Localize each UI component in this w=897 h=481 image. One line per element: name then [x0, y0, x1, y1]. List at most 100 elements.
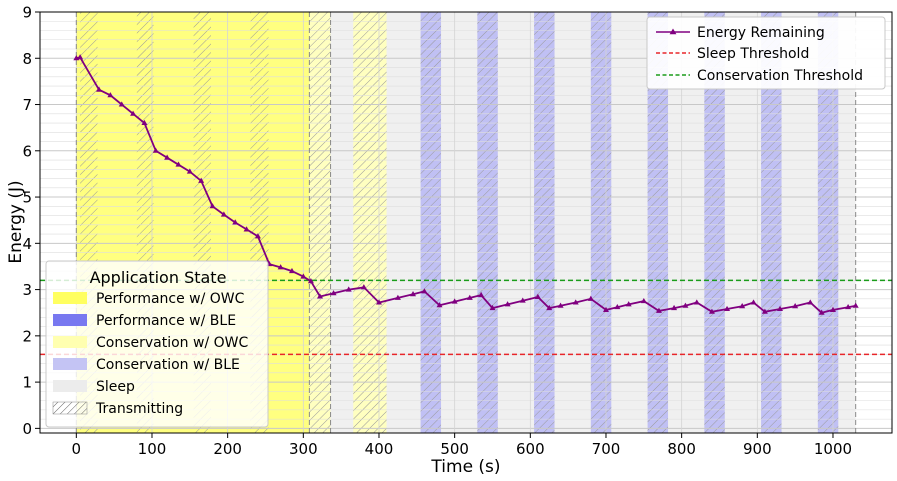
series-point-48 — [682, 302, 689, 308]
y-axis-title: Energy (J) — [6, 180, 26, 263]
state-legend: Application State Performance w/ OWC Per… — [45, 260, 269, 428]
series-point-13 — [220, 211, 227, 217]
series-point-8 — [164, 154, 171, 160]
series-point-3 — [107, 92, 114, 98]
series-point-24 — [345, 286, 352, 292]
legend-label-conservation-owc: Conservation w/ OWC — [96, 335, 248, 351]
series-point-15 — [243, 226, 250, 232]
series-point-6 — [141, 119, 148, 126]
series-point-41 — [587, 295, 594, 301]
transmitting-region-12 — [761, 12, 782, 433]
series-point-31 — [451, 298, 458, 304]
series-point-34 — [489, 304, 496, 311]
x-tick-label-500: 500 — [440, 440, 469, 458]
series-point-22 — [316, 293, 323, 299]
series-point-47 — [671, 304, 678, 311]
transmitting-region-11 — [704, 12, 725, 433]
y-tick-label-1: 1 — [22, 374, 32, 392]
series-point-37 — [534, 293, 541, 299]
series-point-29 — [421, 288, 428, 294]
legend-label-energy: Energy Remaining — [697, 25, 825, 41]
transmitting-region-9 — [590, 12, 612, 433]
series-point-44 — [625, 301, 632, 307]
legend-swatch-sleep — [53, 380, 87, 392]
x-tick-label-100: 100 — [138, 440, 167, 458]
series-point-32 — [466, 294, 473, 300]
x-axis-title: Time (s) — [430, 457, 500, 477]
legend-swatch-conservation-ble — [53, 358, 87, 370]
state-legend-title: Application State — [90, 268, 227, 287]
legend-label-conservation-threshold: Conservation Threshold — [697, 68, 863, 84]
transmitting-region-6 — [420, 12, 442, 433]
y-tick-label-5: 5 — [22, 189, 32, 207]
plot-frame — [39, 11, 893, 434]
series-point-23 — [330, 290, 337, 296]
series-point-49 — [693, 299, 700, 305]
legend-marker-energy — [669, 28, 677, 35]
state-legend-box — [45, 260, 269, 428]
series-point-10 — [186, 168, 193, 174]
x-tick-label-600: 600 — [516, 440, 545, 458]
legend-label-transmitting: Transmitting — [95, 401, 183, 417]
series-point-43 — [614, 303, 621, 310]
legend-swatch-conservation-owc — [53, 336, 87, 348]
series-point-2 — [96, 86, 103, 92]
series-point-33 — [478, 291, 485, 298]
series-point-58 — [818, 309, 825, 315]
series-point-27 — [394, 294, 401, 300]
y-axis-ticks: 0 1 2 3 4 5 6 7 8 9 — [22, 4, 40, 438]
series-point-39 — [557, 302, 564, 308]
series-point-36 — [519, 297, 526, 303]
transmitting-region-7 — [477, 12, 498, 433]
y-tick-label-3: 3 — [22, 281, 32, 299]
legend-entry-conservation-ble: Conservation w/ BLE — [53, 357, 240, 373]
legend-entry-performance-owc: Performance w/ OWC — [53, 291, 245, 307]
y-tick-label-8: 8 — [22, 50, 32, 68]
y-tick-label-2: 2 — [22, 327, 32, 345]
series-point-60 — [845, 303, 852, 310]
series-point-53 — [750, 299, 757, 305]
series-point-19 — [288, 267, 295, 274]
legend-entry-performance-ble: Performance w/ BLE — [53, 313, 236, 329]
series-legend: Energy Remaining Sleep Threshold Conserv… — [646, 16, 886, 90]
series-point-14 — [232, 219, 239, 225]
y-tick-label-7: 7 — [22, 96, 32, 114]
series-legend-box — [646, 16, 886, 90]
series-point-35 — [504, 301, 511, 307]
series-point-52 — [739, 303, 746, 309]
y-tick-label-0: 0 — [22, 420, 32, 438]
series-point-11 — [198, 177, 205, 183]
transmitting-region-8 — [534, 12, 555, 433]
series-point-40 — [572, 299, 579, 305]
series-point-21 — [307, 278, 314, 284]
series-point-59 — [829, 306, 836, 312]
legend-label-performance-owc: Performance w/ OWC — [96, 291, 245, 307]
series-point-28 — [410, 291, 417, 297]
legend-entry-sleep: Sleep — [53, 379, 135, 395]
legend-label-performance-ble: Performance w/ BLE — [96, 313, 236, 329]
series-point-38 — [546, 304, 553, 311]
y-tick-label-9: 9 — [22, 4, 32, 22]
series-point-42 — [602, 306, 609, 312]
legend-label-sleep-threshold: Sleep Threshold — [697, 46, 809, 62]
x-tick-label-800: 800 — [667, 440, 696, 458]
legend-entry-conservation-owc: Conservation w/ OWC — [53, 335, 248, 351]
series-point-57 — [807, 299, 814, 305]
legend-swatch-performance-ble — [53, 314, 87, 326]
series-point-45 — [640, 297, 647, 304]
series-point-16 — [254, 233, 261, 239]
energy-series — [73, 54, 859, 315]
x-tick-label-400: 400 — [365, 440, 394, 458]
threshold-lines — [40, 279, 892, 356]
series-point-50 — [708, 308, 715, 314]
legend-swatch-transmitting — [52, 401, 88, 415]
series-point-54 — [761, 308, 768, 314]
legend-label-conservation-ble: Conservation w/ BLE — [96, 357, 240, 373]
series-point-5 — [130, 110, 137, 116]
series-point-12 — [209, 203, 216, 209]
legend-swatch-performance-owc — [53, 292, 87, 304]
legend-label-sleep: Sleep — [96, 379, 135, 395]
transmitting-region-5 — [353, 12, 387, 433]
legend-entry-conservation-threshold: Conservation Threshold — [656, 68, 863, 84]
